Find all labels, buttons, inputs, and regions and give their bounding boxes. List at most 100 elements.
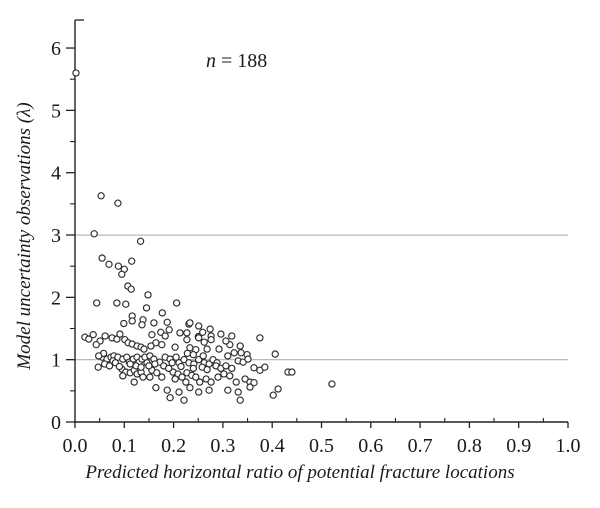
y-tick-label: 4: [51, 163, 61, 185]
data-point: [256, 334, 264, 342]
sample-size-annotation: n = 188: [206, 50, 267, 73]
x-tick-label: 0.2: [161, 435, 186, 457]
data-point: [92, 341, 100, 349]
y-tick-label: 3: [51, 225, 61, 247]
data-point: [148, 331, 156, 339]
data-point: [177, 362, 185, 371]
data-point: [228, 332, 236, 340]
data-point: [269, 391, 277, 399]
x-axis-ticks: 0.0 0.1 0.2 0.3 0.4 0.5 0.6 0.7 0.8 0.9 1.0: [63, 418, 581, 457]
data-point: [195, 356, 203, 364]
data-point: [261, 363, 269, 371]
annotation-value: = 188: [216, 50, 268, 72]
data-point: [205, 386, 213, 394]
data-point: [147, 342, 155, 350]
data-point: [165, 364, 173, 373]
data-point: [203, 365, 211, 374]
data-point: [199, 328, 207, 336]
y-tick-label: 0: [51, 412, 61, 434]
data-point: [226, 372, 234, 380]
x-tick-label: 0.4: [260, 435, 285, 457]
data-point: [119, 372, 127, 380]
data-point: [178, 373, 186, 381]
data-point: [153, 369, 161, 377]
y-tick-label: 2: [51, 287, 61, 309]
data-point: [158, 373, 166, 381]
data-point: [195, 388, 203, 396]
x-tick-label: 1.0: [556, 435, 581, 457]
data-point: [186, 319, 194, 327]
data-point: [232, 378, 240, 386]
data-point: [222, 362, 230, 370]
data-point: [183, 329, 191, 337]
x-tick-label: 0.3: [210, 435, 235, 457]
data-point: [97, 192, 105, 200]
data-point: [234, 388, 242, 396]
x-tick-label: 0.8: [457, 435, 482, 457]
data-point: [180, 396, 188, 404]
data-point: [163, 386, 171, 394]
data-point: [224, 386, 232, 394]
data-point: [122, 300, 130, 308]
data-point: [142, 304, 151, 312]
x-tick-label: 0.0: [63, 435, 88, 457]
x-tick-label: 0.5: [309, 435, 334, 457]
data-point: [196, 378, 204, 386]
data-point: [120, 319, 128, 328]
data-point: [217, 330, 225, 338]
data-point: [166, 394, 174, 402]
data-point: [199, 352, 207, 360]
data-point: [250, 379, 258, 387]
data-point: [114, 199, 122, 207]
x-tick-label: 0.6: [358, 435, 383, 457]
data-point: [176, 329, 184, 337]
data-point: [152, 384, 160, 392]
data-point: [145, 362, 153, 370]
data-point: [207, 336, 215, 344]
data-point: [230, 349, 238, 357]
data-point: [274, 385, 282, 393]
data-point: [288, 368, 296, 376]
data-point: [150, 319, 158, 327]
data-point: [140, 345, 148, 353]
data-point: [189, 364, 197, 373]
data-point: [138, 321, 146, 329]
data-point: [105, 260, 113, 268]
data-point: [118, 270, 126, 278]
data-point: [128, 257, 136, 265]
data-point: [189, 351, 197, 359]
data-point: [85, 335, 93, 343]
data-point: [161, 332, 169, 340]
data-point: [151, 360, 159, 368]
data-point: [130, 378, 138, 386]
data-point: [113, 299, 121, 307]
data-point: [116, 330, 124, 338]
data-point: [172, 299, 181, 307]
data-point: [165, 326, 173, 334]
data-point: [126, 360, 134, 368]
data-point: [222, 337, 230, 345]
data-point: [89, 331, 97, 339]
data-point: [139, 373, 147, 381]
data-point: [195, 322, 203, 330]
data-points: [72, 69, 336, 404]
annotation-variable: n: [206, 50, 216, 72]
data-point: [95, 352, 103, 360]
data-point: [172, 353, 180, 361]
data-point: [236, 396, 244, 404]
y-axis-ticks: 0 1 2 3 4 5 6: [51, 38, 75, 434]
data-point: [144, 291, 152, 299]
data-point: [101, 332, 109, 340]
data-point: [136, 237, 145, 245]
data-point: [224, 352, 232, 360]
x-tick-label: 0.9: [506, 435, 531, 457]
data-point: [203, 345, 211, 353]
data-point: [246, 383, 254, 391]
data-point: [90, 230, 98, 238]
data-point: [200, 338, 208, 346]
data-point: [115, 362, 124, 371]
data-point: [186, 384, 194, 392]
data-point: [171, 343, 179, 351]
